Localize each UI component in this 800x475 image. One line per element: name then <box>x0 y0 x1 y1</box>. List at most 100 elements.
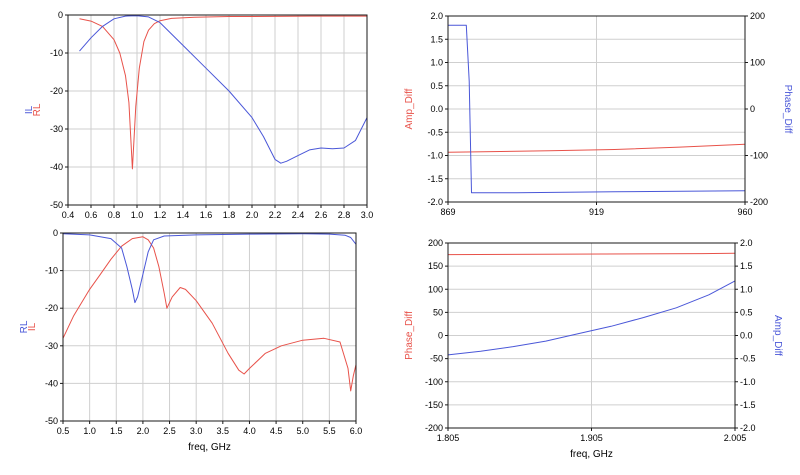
y-axis-label-left: Phase_Diff <box>404 311 415 360</box>
x-tick-label: 1.8 <box>223 210 236 220</box>
x-tick-label: 1.0 <box>131 210 144 220</box>
x-tick-label: 2.005 <box>724 433 747 443</box>
y-axis-label-rl: RL <box>19 320 30 333</box>
y2-tick-label: -0.5 <box>740 354 756 364</box>
y-tick-label: -30 <box>45 341 58 351</box>
y-tick-label: -30 <box>50 124 63 134</box>
chart-top-left: 0.4 0.6 0.8 1.0 1.2 1.4 1.6 1.8 2.0 2.2 2.4 2.6 2.8 3… <box>24 10 373 220</box>
x-tick-label: 869 <box>440 207 455 217</box>
x-tick-label: 5.5 <box>323 426 336 436</box>
y2-tick-label: 2.0 <box>740 238 753 248</box>
y-axis-label-il: IL <box>24 105 35 114</box>
y-tick-label: 100 <box>428 284 443 294</box>
plot-frame <box>447 15 746 203</box>
y-tick-label: -20 <box>50 86 63 96</box>
series-line-blue <box>62 233 357 304</box>
x-tick-label: 2.4 <box>292 210 305 220</box>
x-tick-label: 1.805 <box>437 433 460 443</box>
x-tick-label: 5.0 <box>296 426 309 436</box>
y-axis-label-right: Phase_Diff <box>782 85 793 134</box>
y-tick-label: -50 <box>45 416 58 426</box>
y-tick-label: 0.0 <box>430 104 443 114</box>
y2-tick-label: 1.5 <box>740 261 753 271</box>
x-tick-label: 1.4 <box>177 210 190 220</box>
y-tick-label: -200 <box>425 423 443 433</box>
chart-bottom-left: 0.5 1.0 1.5 2.0 2.5 3.0 3.5 4.0 4.5 5.0 5.5 6.0 0 -10… <box>19 228 362 453</box>
y2-tick-label: 200 <box>750 11 765 21</box>
plot-frame <box>447 242 736 429</box>
y-tick-label: -150 <box>425 400 443 410</box>
y2-tick-label: -1.0 <box>740 377 756 387</box>
y-axis-label-il: IL <box>27 322 38 331</box>
y-tick-label: -20 <box>45 303 58 313</box>
y-tick-label: -100 <box>425 377 443 387</box>
chart-bottom-right: 1.805 1.905 2.005 200 150 100 50 0 -50 -100 -150 -2… <box>404 238 783 460</box>
y-axis-label-left: Amp_Diff <box>404 88 415 129</box>
x-tick-label: 1.2 <box>154 210 167 220</box>
y-tick-label: 0 <box>53 228 58 238</box>
x-tick-label: 919 <box>589 207 604 217</box>
y-tick-label: -40 <box>45 378 58 388</box>
chart-top-right: 869 919 960 2.0 1.5 1.0 0.5 0.0 -0.5 -1.0 -1.5 -2.0… <box>404 11 793 217</box>
plot-frame <box>67 14 368 206</box>
y2-tick-label: 100 <box>750 58 765 68</box>
y2-tick-label: -200 <box>750 197 768 207</box>
y-tick-label: -50 <box>430 354 443 364</box>
x-tick-label: 3.0 <box>361 210 374 220</box>
y2-tick-label: 0.0 <box>740 331 753 341</box>
series-line-blue <box>448 24 746 194</box>
x-tick-label: 3.5 <box>217 426 230 436</box>
x-tick-label: 2.5 <box>163 426 176 436</box>
x-tick-label: 6.0 <box>350 426 363 436</box>
x-tick-label: 2.6 <box>315 210 328 220</box>
y-tick-label: -40 <box>50 162 63 172</box>
x-tick-label: 2.0 <box>137 426 150 436</box>
y2-tick-label: 1.0 <box>740 284 753 294</box>
y-tick-label: -2.0 <box>427 197 443 207</box>
x-axis-title: freq, GHz <box>188 442 231 453</box>
series-line-blue <box>447 280 736 356</box>
series-line-red <box>79 15 367 170</box>
x-axis-title: freq, GHz <box>570 449 613 460</box>
x-tick-label: 960 <box>737 207 752 217</box>
y-tick-label: -50 <box>50 200 63 210</box>
y-tick-label: 200 <box>428 238 443 248</box>
x-tick-label: 0.4 <box>62 210 75 220</box>
series-line-red <box>62 236 357 392</box>
y-tick-label: -10 <box>45 266 58 276</box>
y-tick-label: 0 <box>58 10 63 20</box>
plot-frame <box>62 232 357 422</box>
y2-tick-label: -100 <box>750 151 768 161</box>
y2-tick-label: -1.5 <box>740 400 756 410</box>
x-tick-label: 1.905 <box>580 433 603 443</box>
series-line-red <box>447 143 746 153</box>
y-tick-label: -10 <box>50 48 63 58</box>
y2-tick-label: 0 <box>750 104 755 114</box>
y-axis-label-right: Amp_Diff <box>772 315 783 356</box>
y-tick-label: 50 <box>433 307 443 317</box>
y-tick-label: -0.5 <box>427 127 443 137</box>
x-tick-label: 2.8 <box>338 210 351 220</box>
y-tick-label: 2.0 <box>430 11 443 21</box>
x-tick-label: 0.8 <box>108 210 121 220</box>
x-tick-label: 4.0 <box>243 426 256 436</box>
x-tick-label: 4.5 <box>270 426 283 436</box>
y-tick-label: 0.5 <box>430 81 443 91</box>
y-tick-label: 1.0 <box>430 58 443 68</box>
x-tick-label: 1.5 <box>110 426 123 436</box>
y-tick-label: -1.5 <box>427 174 443 184</box>
x-tick-label: 2.0 <box>246 210 259 220</box>
x-tick-label: 2.2 <box>269 210 282 220</box>
x-tick-label: 0.6 <box>85 210 98 220</box>
series-line-red <box>447 252 736 256</box>
y-tick-label: 150 <box>428 261 443 271</box>
x-tick-label: 1.6 <box>200 210 213 220</box>
y-tick-label: 0 <box>438 331 443 341</box>
x-tick-label: 3.0 <box>190 426 203 436</box>
y2-tick-label: 0.5 <box>740 307 753 317</box>
series-line-blue <box>79 15 368 164</box>
x-tick-label: 1.0 <box>83 426 96 436</box>
x-tick-label: 0.5 <box>57 426 70 436</box>
y-tick-label: -1.0 <box>427 151 443 161</box>
